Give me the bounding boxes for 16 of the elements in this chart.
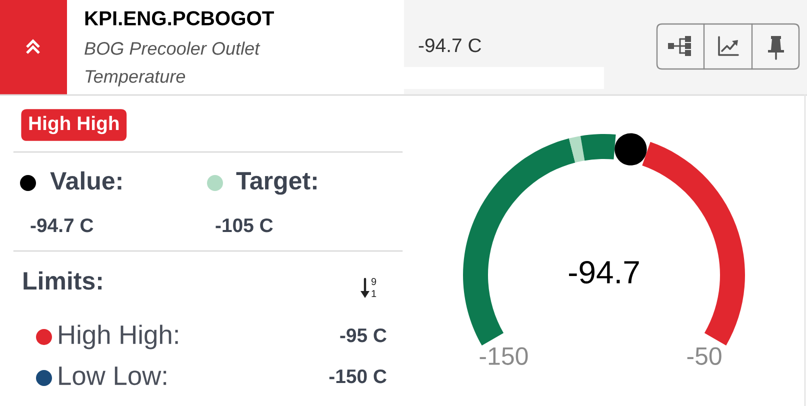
text: Target: bbox=[236, 172, 316, 195]
text: -94.7 C bbox=[418, 38, 482, 52]
text: -95 C bbox=[340, 328, 386, 342]
text: -150 C bbox=[329, 369, 386, 384]
text: Value: bbox=[50, 171, 122, 190]
text: Low Low: bbox=[59, 366, 166, 386]
text: -105 C bbox=[216, 218, 273, 232]
text: -94.7 bbox=[569, 260, 639, 284]
text: BOG Precooler Outlet Temperature bbox=[84, 42, 260, 86]
text: High High: bbox=[59, 324, 178, 350]
text: -94.7 C bbox=[30, 218, 94, 232]
text: KPI.ENG.PCBOGOT bbox=[85, 11, 274, 26]
text: Limits: bbox=[24, 271, 102, 290]
text: -50 bbox=[687, 347, 722, 365]
text: -150 bbox=[480, 347, 528, 365]
text: High High bbox=[29, 116, 119, 134]
